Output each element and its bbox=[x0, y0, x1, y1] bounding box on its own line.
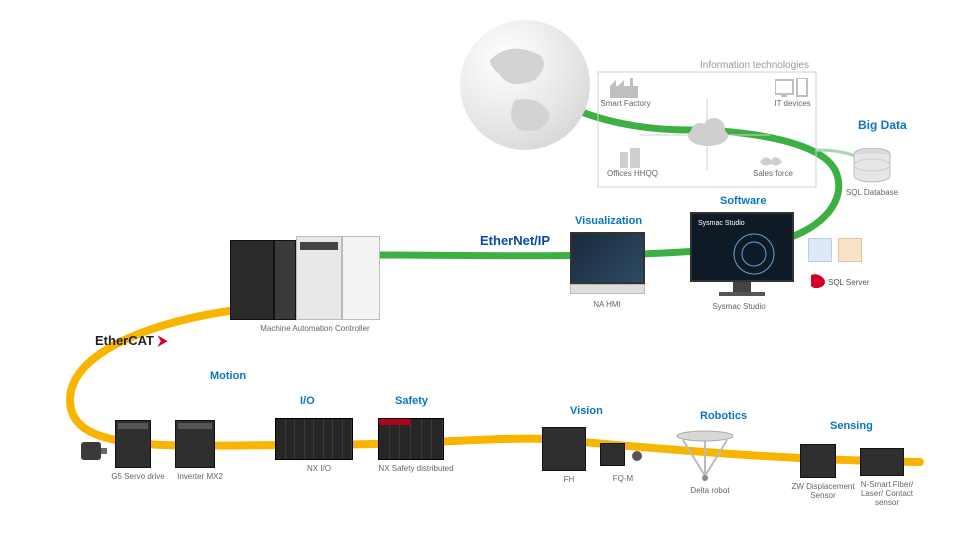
controller-rack bbox=[230, 230, 380, 320]
ethernetip-label: EtherNet/IP bbox=[480, 233, 550, 248]
g5-servo bbox=[115, 420, 151, 468]
visualization-title: Visualization bbox=[575, 215, 642, 227]
category-title-vision: Vision bbox=[570, 405, 603, 417]
ethercat-label: EtherCAT ⮞ bbox=[95, 333, 167, 349]
diagram-canvas: Information technologies Smart Factory I… bbox=[0, 0, 960, 540]
category-title-safety: Safety bbox=[395, 395, 428, 407]
nx-safety-label: NX Safety distributed bbox=[368, 464, 464, 473]
smart-factory-label: Smart Factory bbox=[598, 99, 653, 108]
n-smart bbox=[860, 448, 904, 476]
sql-db-label: SQL Database bbox=[842, 188, 902, 197]
software-side-icon-2 bbox=[838, 238, 862, 262]
fq-m-label: FQ-M bbox=[590, 474, 656, 483]
delta-robot-label: Delta robot bbox=[665, 486, 755, 495]
software-monitor: Sysmac Studio bbox=[690, 212, 794, 296]
category-title-motion: Motion bbox=[210, 370, 246, 382]
sales-label: Sales force bbox=[748, 169, 798, 178]
nx-io-label: NX I/O bbox=[265, 464, 373, 473]
servo-motor-icon bbox=[78, 438, 108, 464]
g5-servo-label: G5 Servo drive bbox=[105, 472, 171, 481]
category-title-robotics: Robotics bbox=[700, 410, 747, 422]
hmi-monitor bbox=[570, 232, 645, 294]
category-title-io: I/O bbox=[300, 395, 315, 407]
sqlserver-label: SQL Server bbox=[828, 278, 888, 287]
nx-safety bbox=[378, 418, 444, 460]
inverter-mx2 bbox=[175, 420, 215, 468]
globe-icon bbox=[460, 20, 590, 150]
it-devices-label: IT devices bbox=[770, 99, 815, 108]
offices-label: Offices HHQQ bbox=[605, 169, 660, 178]
bigdata-title: Big Data bbox=[858, 118, 907, 132]
fq-m bbox=[600, 438, 636, 470]
software-title: Software bbox=[720, 195, 766, 207]
controller-label: Machine Automation Controller bbox=[250, 324, 380, 333]
software-label: Sysmac Studio bbox=[704, 302, 774, 311]
nx-io bbox=[275, 418, 353, 460]
sqlserver-icon bbox=[808, 272, 828, 292]
inverter-mx2-label: Inverter MX2 bbox=[165, 472, 235, 481]
hmi-label: NA HMI bbox=[582, 300, 632, 309]
zw-label: ZW Displacement Sensor bbox=[790, 482, 856, 500]
ethercat-arrow-icon: ⮞ bbox=[158, 333, 167, 348]
info-tech-heading: Information technologies bbox=[700, 60, 809, 71]
software-side-icon-1 bbox=[808, 238, 832, 262]
n-smart-label: N-Smart Fiber/ Laser/ Contact sensor bbox=[850, 480, 924, 507]
category-title-sensing: Sensing bbox=[830, 420, 873, 432]
zw bbox=[800, 444, 836, 478]
fh bbox=[542, 427, 586, 471]
cloud-icon bbox=[686, 118, 730, 151]
delta-robot bbox=[675, 430, 735, 482]
ethercat-text: EtherCAT bbox=[95, 333, 154, 348]
sql-db-icon bbox=[852, 148, 892, 191]
